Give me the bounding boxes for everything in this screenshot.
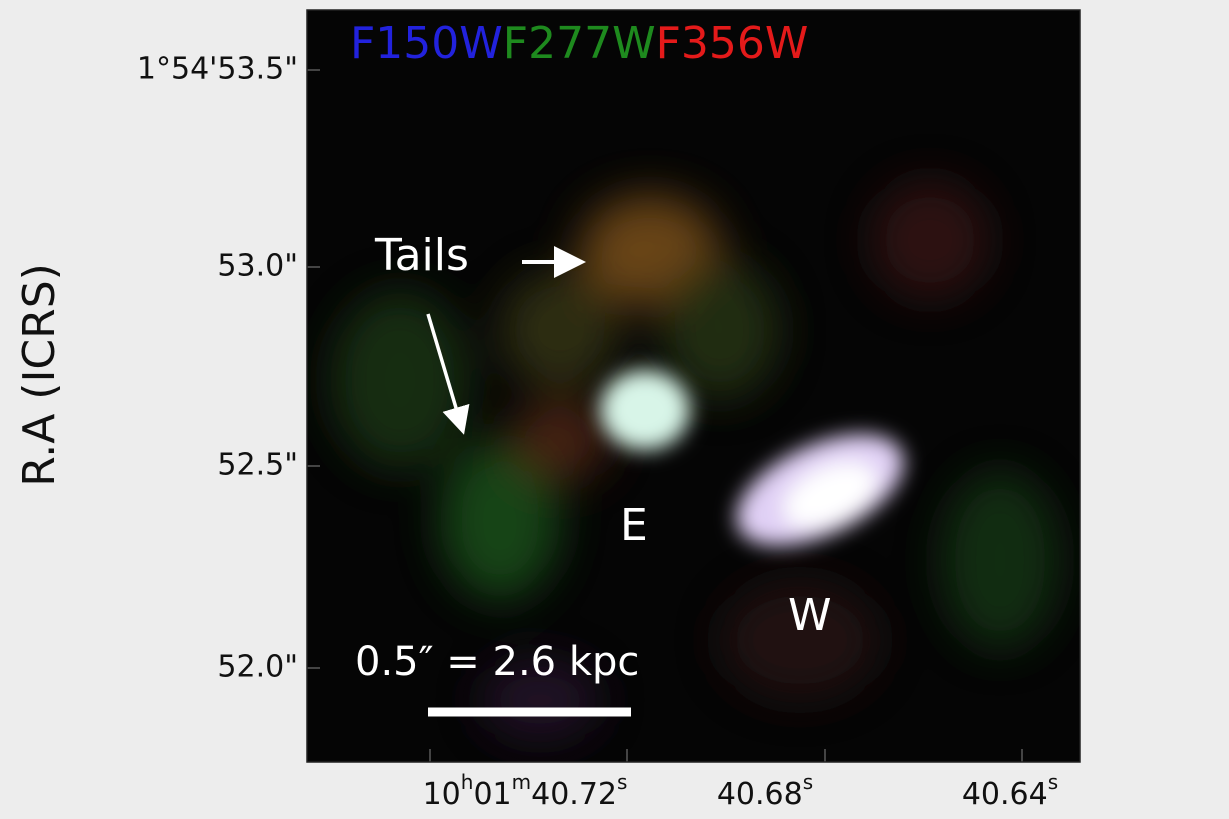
filter: F277W bbox=[503, 18, 656, 69]
x-tick-label: 40.68s bbox=[717, 770, 813, 812]
tick-text: 40.64 bbox=[962, 777, 1048, 812]
scale-label: 0.5″ = 2.6 kpc bbox=[355, 639, 639, 685]
superscript: m bbox=[512, 770, 531, 794]
figure: F150WF277WF356W 1°54'53.5" 53.0" 52.5" 5… bbox=[0, 0, 1229, 819]
annotation-east: E bbox=[620, 500, 648, 551]
y-tick-label: 52.0" bbox=[217, 650, 298, 685]
annotation-tails: Tails bbox=[374, 230, 469, 281]
filter: F356W bbox=[656, 18, 809, 69]
annotation-west: W bbox=[788, 590, 832, 641]
y-tick-label: 53.0" bbox=[217, 249, 298, 284]
filter-labels: F150WF277WF356W bbox=[350, 18, 808, 69]
tick-text: 40.72 bbox=[531, 777, 617, 812]
superscript: s bbox=[1048, 770, 1058, 794]
tick-text: 01 bbox=[473, 777, 511, 812]
y-tick-label: 52.5" bbox=[217, 448, 298, 483]
tick-text: 40.68 bbox=[717, 777, 803, 812]
tick-text: 10 bbox=[423, 777, 461, 812]
filter: F150W bbox=[350, 18, 503, 69]
y-tick-label: 1°54'53.5" bbox=[137, 52, 298, 87]
y-axis-label: R.A (ICRS) bbox=[14, 263, 65, 487]
superscript: h bbox=[461, 770, 474, 794]
superscript: s bbox=[617, 770, 627, 794]
superscript: s bbox=[803, 770, 813, 794]
x-tick-label: 40.64s bbox=[962, 770, 1058, 812]
